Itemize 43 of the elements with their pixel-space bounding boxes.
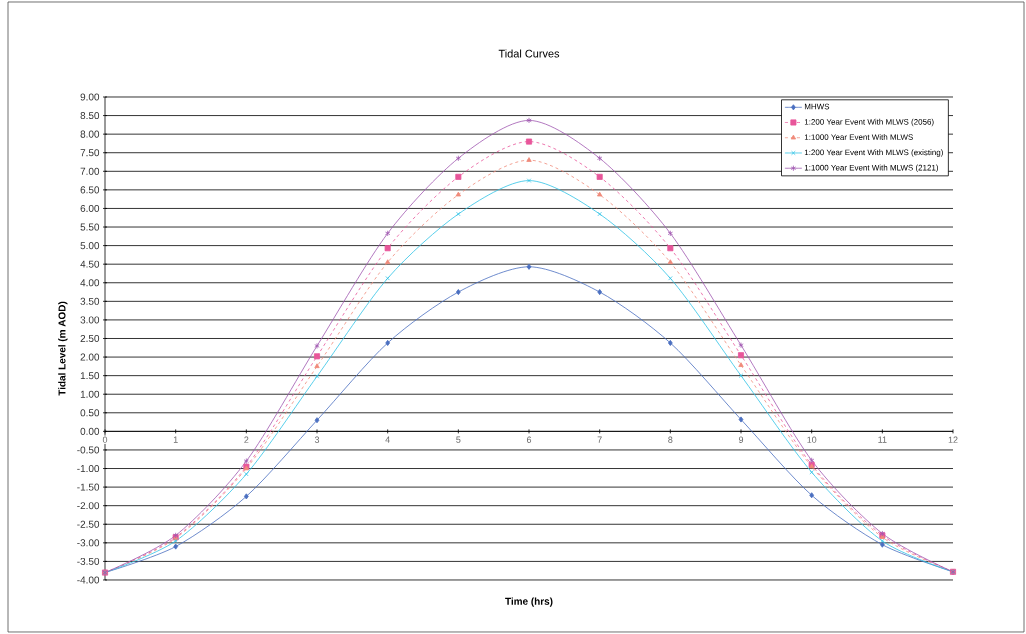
x-tick-label: 2	[244, 436, 249, 443]
y-tick-label: 3.00	[80, 316, 100, 324]
y-tick-label: 3.50	[80, 297, 100, 305]
y-tick-label: -0.50	[77, 446, 100, 454]
x-tick-label: 0	[102, 436, 108, 443]
y-tick-label: 1.00	[80, 390, 100, 398]
x-tick-label: 10	[807, 436, 817, 443]
y-tick-label: 7.00	[80, 167, 100, 175]
y-tick-label: 5.50	[80, 223, 100, 231]
y-tick-label: 6.00	[80, 204, 100, 212]
x-tick-label: 5	[456, 436, 461, 443]
y-tick-label: 4.50	[80, 260, 100, 268]
y-tick-label: 0.50	[80, 409, 100, 417]
y-tick-label: -1.50	[77, 483, 100, 491]
x-tick-label: 12	[948, 436, 958, 443]
x-tick-label: 1	[173, 436, 178, 443]
y-tick-label: 0.00	[80, 427, 100, 435]
x-tick-label: 6	[526, 436, 532, 443]
y-axis-title: Tidal Level (m AOD)	[58, 301, 68, 396]
x-tick-label: 3	[314, 436, 320, 443]
y-tick-label: -2.00	[77, 502, 100, 510]
y-tick-label: 9.00	[80, 93, 100, 101]
x-tick-label: 8	[668, 436, 673, 443]
y-tick-label: -1.00	[77, 465, 100, 473]
chart-title: Tidal Curves	[498, 49, 560, 58]
x-tick-label: 7	[597, 436, 602, 443]
x-axis-title: Time (hrs)	[505, 597, 553, 607]
y-tick-label: 2.00	[80, 353, 100, 361]
y-tick-label: 2.50	[80, 334, 100, 343]
x-tick-label: 4	[385, 436, 390, 443]
y-tick-label: 1.50	[80, 372, 100, 380]
y-tick-label: 6.50	[80, 186, 100, 194]
x-tick-label: 9	[738, 436, 744, 443]
y-tick-label: 8.50	[80, 112, 100, 120]
y-tick-label: 5.00	[80, 242, 100, 250]
y-tick-label: 4.00	[80, 279, 100, 287]
y-tick-label: -4.00	[77, 576, 100, 584]
y-tick-label: 8.00	[80, 130, 100, 138]
y-tick-label: 7.50	[80, 149, 100, 157]
y-tick-label: -2.50	[77, 520, 100, 528]
y-tick-label: -3.00	[77, 539, 100, 547]
x-tick-label: 11	[878, 436, 887, 443]
y-tick-label: -3.50	[77, 557, 100, 565]
